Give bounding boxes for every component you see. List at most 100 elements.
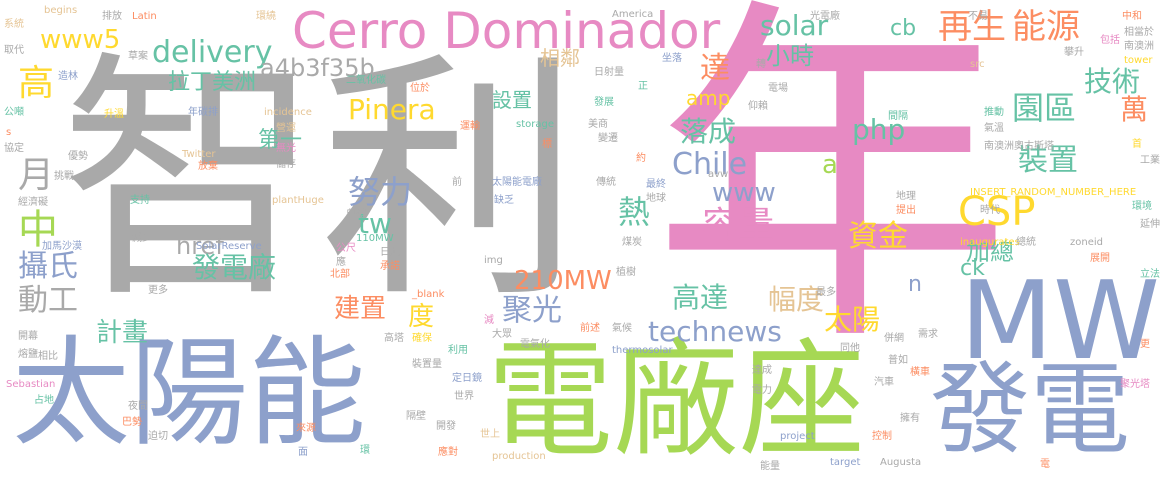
cloud-word: 提出 [896,205,916,216]
cloud-word: 時代 [980,205,1000,216]
cloud-word: 約 [636,153,646,164]
cloud-word-shezhi: 設置 [492,88,532,112]
cloud-word: 二氧化碳 [346,75,386,86]
cloud-word: storage [516,119,554,130]
cloud-word: 承諾 [380,261,400,272]
cloud-word-cb: cb [890,16,917,41]
cloud-word-jihua: 計畫 [96,318,149,348]
cloud-word: 隔壁 [406,411,426,422]
cloud-word: 公噸 [4,107,24,118]
cloud-word: 最多 [816,287,836,298]
cloud-word: project [780,431,815,442]
cloud-word: 公尺 [336,243,356,254]
cloud-word-fadianchang: 發電廠 [192,251,277,284]
cloud-word: 電 [1040,459,1050,470]
cloud-word: 高塔 [384,333,404,344]
cloud-word-php: php [852,113,906,146]
cloud-word-nian: 年 [652,0,1012,389]
cloud-word-csp: CSP [958,189,1036,235]
cloud-word-zhong: 中 [18,207,58,253]
cloud-word: 無光 [276,143,296,154]
cloud-word: 相當於 [1124,27,1154,38]
cloud-word: 位於 [410,83,430,94]
cloud-word: img [484,255,503,266]
cloud-word: 環境 [1132,201,1152,212]
cloud-word-nengyuan: 能源 [1012,7,1080,47]
cloud-word: 大眾 [492,329,512,340]
cloud-word: 相比 [38,351,58,362]
cloud-word: America [612,9,654,20]
cloud-word: 總統 [1016,237,1036,248]
cloud-word: _blank [412,289,445,300]
cloud-word: 減少 [132,233,152,244]
cloud-word: 延伸 [1140,219,1160,230]
cloud-word-donggong: 動工 [18,283,78,318]
cloud-word: 電力 [752,385,772,396]
cloud-word: tower [1124,55,1153,66]
cloud-word: 升溫 [104,109,124,120]
cloud-word: 南澳洲奧古斯塔 [984,141,1054,152]
cloud-word-fudu: 幅度 [768,283,825,316]
cloud-word: 挑戰 [54,171,74,182]
cloud-word: zoneid [1070,237,1103,248]
cloud-word: 環 [360,445,370,456]
cloud-word: 立法 [1140,269,1160,280]
cloud-word: 包括 [1100,35,1120,46]
cloud-word-taiyang: 太陽 [824,303,881,336]
cloud-word-amp: amp [686,86,731,110]
cloud-word: 缺乏 [494,195,514,206]
cloud-word: 控制 [872,431,892,442]
cloud-word: 不易 [968,11,988,22]
cloud-word: 南澳洲 [1124,41,1154,52]
cloud-word: 年碳排 [188,107,218,118]
cloud-word-technews: technews [648,315,782,348]
cloud-word: 熔鹽 [18,349,38,360]
cloud-word-taiyangneng: 太陽能 [12,324,367,462]
cloud-word: 巴勢 [122,417,142,428]
cloud-word: 世界 [454,391,474,402]
cloud-word: 減 [484,315,494,326]
cloud-word: 取代 [4,45,24,56]
cloud-word: 110MW [356,233,394,244]
cloud-word: 間隔 [888,111,908,122]
cloud-word: 支持 [130,195,150,206]
cloud-word: 聚光塔 [1120,379,1150,390]
cloud-word: src [970,59,985,70]
cloud-word: 加馬沙漠 [42,241,82,252]
cloud-word: 開幕 [18,331,38,342]
cloud-word: Latin [132,11,157,22]
cloud-word: 坐落 [662,53,682,64]
cloud-word: 併網 [884,333,904,344]
cloud-word: 運輸 [460,121,480,132]
cloud-word: incidence [264,107,312,118]
cloud-word: target [830,457,861,468]
cloud-word: 環繞 [256,11,276,22]
cloud-word: 轉 [756,59,766,70]
cloud-word-latin-america-zh: 拉丁美洲 [168,70,257,95]
cloud-word: Twitter [182,149,216,160]
cloud-word: 裝置量 [412,359,442,370]
cloud-word: plantHuge [272,195,324,206]
cloud-word-yuanqu: 園區 [1012,89,1077,127]
cloud-word-nuli: 努力 [348,173,413,211]
cloud-word: SolarReserve [196,241,262,252]
cloud-word-cerro-dominador: Cerro Dominador [292,2,721,60]
cloud-word-diyi: 第一 [258,128,303,153]
cloud-word: 北部 [330,269,350,280]
cloud-word-dianchangzuo: 電廠座 [487,327,865,474]
cloud-word: 太陽能電廠 [492,177,542,188]
cloud-word: 排放 [102,11,122,22]
cloud-word: 光電廠 [810,11,840,22]
cloud-word: 擁有 [900,413,920,424]
cloud-word: 應 [336,257,346,268]
cloud-word: 傳統 [596,177,616,188]
cloud-word: 典禮 [346,209,366,220]
cloud-word-re: 熱 [618,193,651,231]
cloud-word-luocheng: 落成 [680,115,737,148]
cloud-word-gao: 高 [18,63,55,104]
cloud-word-mw: MW [960,259,1160,384]
cloud-word-tw: tw [358,207,392,240]
cloud-word: 攀升 [1064,47,1084,58]
cloud-word-delivery: delivery [152,35,273,70]
cloud-word: 工業 [1140,155,1160,166]
